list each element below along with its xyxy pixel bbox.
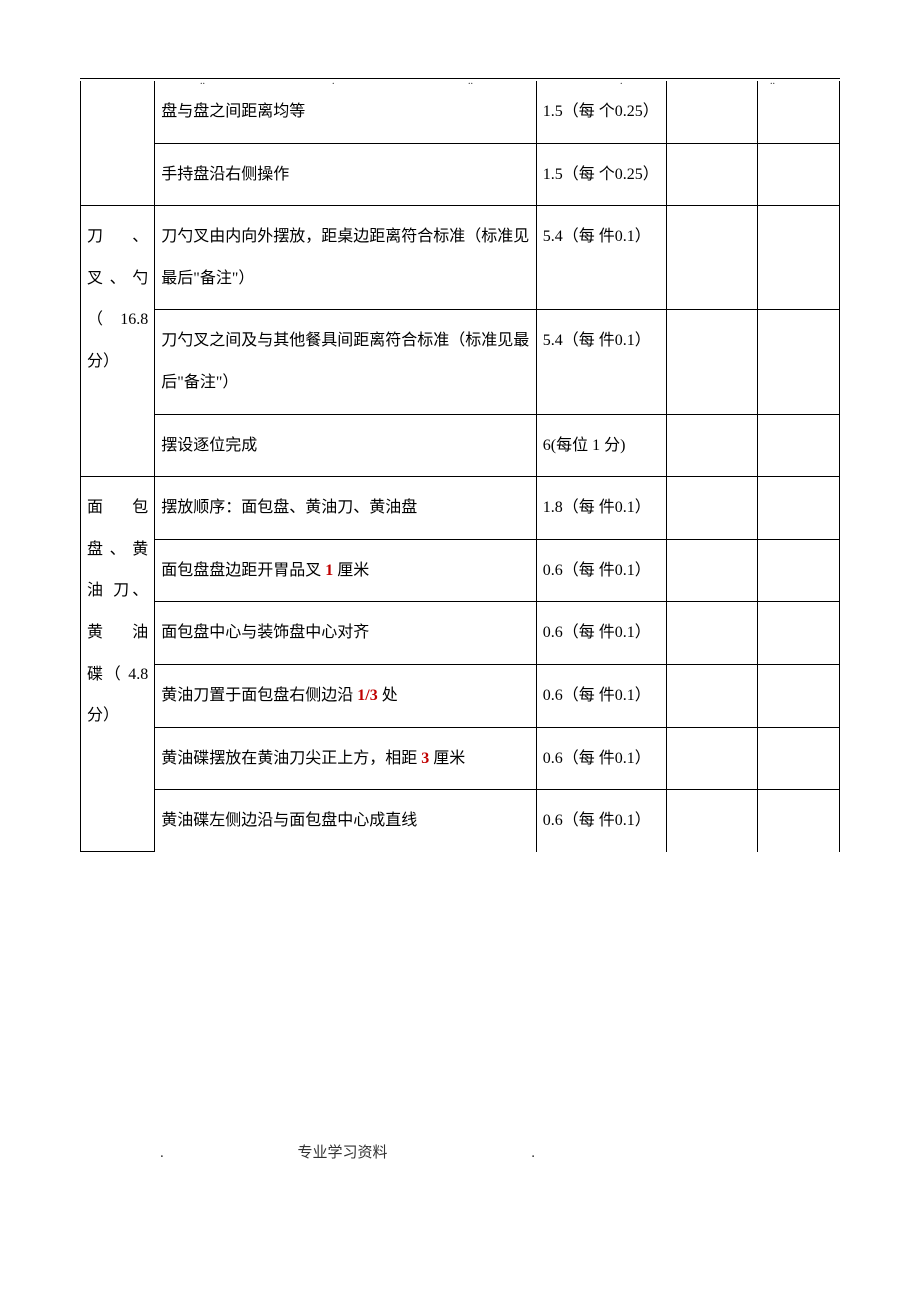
empty-cell <box>667 206 757 310</box>
empty-cell <box>667 143 757 206</box>
scoring-table: 盘与盘之间距离均等 1.5（每 个0.25） 手持盘沿右侧操作 1.5（每 个0… <box>80 81 840 852</box>
table-row: 刀勺叉之间及与其他餐具间距离符合标准（标准见最后"备注"） 5.4（每 件0.1… <box>81 310 840 414</box>
table-row: 摆设逐位完成 6(每位 1 分) <box>81 414 840 477</box>
desc-cell: 摆放顺序：面包盘、黄油刀、黄油盘 <box>155 477 537 540</box>
desc-post: 处 <box>378 687 398 704</box>
empty-cell <box>757 477 839 540</box>
score-cell: 5.4（每 件0.1） <box>536 206 667 310</box>
empty-cell <box>757 539 839 602</box>
score-cell: 0.6（每 件0.1） <box>536 727 667 790</box>
empty-cell <box>757 143 839 206</box>
score-cell: 1.5（每 个0.25） <box>536 143 667 206</box>
empty-cell <box>757 602 839 665</box>
category-label: 刀、叉、勺（ 16.8 分） <box>87 216 148 382</box>
table-row: 黄油刀置于面包盘右侧边沿 1/3 处 0.6（每 件0.1） <box>81 664 840 727</box>
empty-cell <box>667 310 757 414</box>
table-row: 面 包盘、黄油 刀、黄 油碟（ 4.8分） 摆放顺序：面包盘、黄油刀、黄油盘 1… <box>81 477 840 540</box>
table-row: 刀、叉、勺（ 16.8 分） 刀勺叉由内向外摆放，距桌边距离符合标准（标准见最后… <box>81 206 840 310</box>
desc-cell: 黄油刀置于面包盘右侧边沿 1/3 处 <box>155 664 537 727</box>
table-row: 面包盘盘边距开胃品叉 1 厘米 0.6（每 件0.1） <box>81 539 840 602</box>
highlight-number: 1/3 <box>357 687 377 704</box>
desc-cell: 黄油碟左侧边沿与面包盘中心成直线 <box>155 790 537 852</box>
desc-cell: 面包盘盘边距开胃品叉 1 厘米 <box>155 539 537 602</box>
score-cell: 0.6（每 件0.1） <box>536 602 667 665</box>
desc-cell: 手持盘沿右侧操作 <box>155 143 537 206</box>
top-rule <box>80 78 840 79</box>
desc-post: 厘米 <box>429 750 465 767</box>
empty-cell <box>667 539 757 602</box>
score-cell: 0.6（每 件0.1） <box>536 664 667 727</box>
table-row: 手持盘沿右侧操作 1.5（每 个0.25） <box>81 143 840 206</box>
desc-pre: 黄油碟摆放在黄油刀尖正上方，相距 <box>161 750 421 767</box>
table-row: 面包盘中心与装饰盘中心对齐 0.6（每 件0.1） <box>81 602 840 665</box>
desc-cell: 刀勺叉之间及与其他餐具间距离符合标准（标准见最后"备注"） <box>155 310 537 414</box>
desc-cell: 盘与盘之间距离均等 <box>155 81 537 143</box>
desc-pre: 黄油刀置于面包盘右侧边沿 <box>161 687 357 704</box>
empty-cell <box>757 414 839 477</box>
empty-cell <box>667 664 757 727</box>
desc-cell: 面包盘中心与装饰盘中心对齐 <box>155 602 537 665</box>
page-container: 盘与盘之间距离均等 1.5（每 个0.25） 手持盘沿右侧操作 1.5（每 个0… <box>0 0 920 852</box>
score-cell: 6(每位 1 分) <box>536 414 667 477</box>
empty-cell <box>667 414 757 477</box>
score-cell: 1.5（每 个0.25） <box>536 81 667 143</box>
empty-cell <box>667 727 757 790</box>
empty-cell <box>667 81 757 143</box>
empty-cell <box>667 602 757 665</box>
category-cell: 刀、叉、勺（ 16.8 分） <box>81 206 155 477</box>
empty-cell <box>757 310 839 414</box>
category-cell: 面 包盘、黄油 刀、黄 油碟（ 4.8分） <box>81 477 155 852</box>
desc-cell: 黄油碟摆放在黄油刀尖正上方，相距 3 厘米 <box>155 727 537 790</box>
empty-cell <box>667 477 757 540</box>
empty-cell <box>757 664 839 727</box>
table-row: 盘与盘之间距离均等 1.5（每 个0.25） <box>81 81 840 143</box>
category-cell <box>81 81 155 206</box>
empty-cell <box>757 727 839 790</box>
footer-text: 专业学习资料 <box>298 1145 388 1161</box>
desc-pre: 面包盘盘边距开胃品叉 <box>161 562 325 579</box>
desc-cell: 刀勺叉由内向外摆放，距桌边距离符合标准（标准见最后"备注"） <box>155 206 537 310</box>
score-cell: 0.6（每 件0.1） <box>536 790 667 852</box>
score-cell: 1.8（每 件0.1） <box>536 477 667 540</box>
empty-cell <box>757 81 839 143</box>
empty-cell <box>667 790 757 852</box>
table-row: 黄油碟摆放在黄油刀尖正上方，相距 3 厘米 0.6（每 件0.1） <box>81 727 840 790</box>
table-row: 黄油碟左侧边沿与面包盘中心成直线 0.6（每 件0.1） <box>81 790 840 852</box>
desc-cell: 摆设逐位完成 <box>155 414 537 477</box>
empty-cell <box>757 790 839 852</box>
empty-cell <box>757 206 839 310</box>
category-label: 面 包盘、黄油 刀、黄 油碟（ 4.8分） <box>87 487 148 737</box>
score-cell: 5.4（每 件0.1） <box>536 310 667 414</box>
footer: . 专业学习资料 . <box>0 1141 920 1162</box>
desc-post: 厘米 <box>333 562 369 579</box>
score-cell: 0.6（每 件0.1） <box>536 539 667 602</box>
